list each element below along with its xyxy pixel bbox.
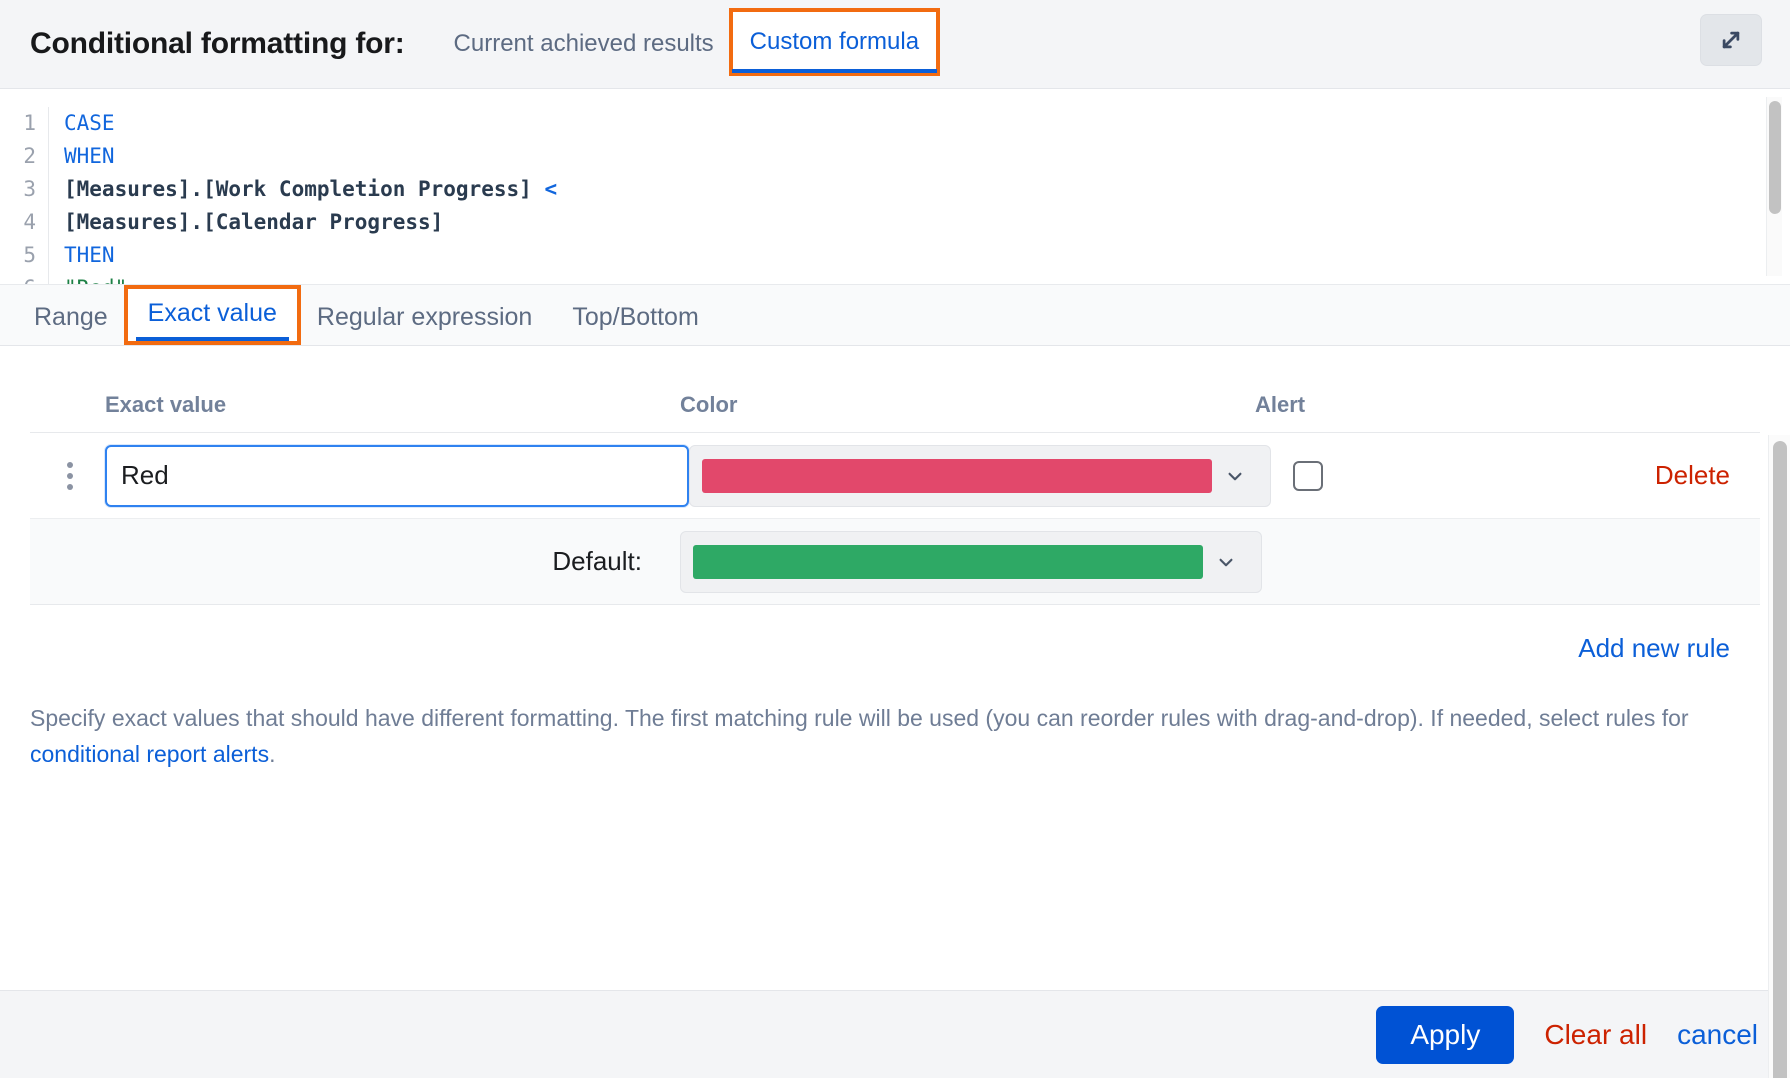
- code-token: <: [544, 177, 558, 201]
- rules-table: Exact value Color Alert: [30, 346, 1760, 664]
- dialog-header: Conditional formatting for: Current achi…: [0, 0, 1790, 89]
- helper-text-part1: Specify exact values that should have di…: [30, 705, 1689, 731]
- add-new-rule-button[interactable]: Add new rule: [1578, 633, 1730, 663]
- formula-editor-surface[interactable]: 1 2 3 4 5 6 CASE WHEN [Measures].[Work Com…: [0, 89, 1790, 284]
- page-scrollbar[interactable]: [1768, 435, 1790, 1078]
- default-color-cell: [680, 530, 1262, 593]
- default-label: Default:: [552, 546, 642, 576]
- dialog-footer: Apply Clear all cancel: [0, 990, 1790, 1078]
- line-number: 5: [23, 243, 36, 267]
- helper-text: Specify exact values that should have di…: [30, 700, 1730, 772]
- add-new-rule-row: Add new rule: [30, 605, 1760, 664]
- tab-exact-value-label: Exact value: [147, 299, 277, 327]
- delete-rule-button[interactable]: Delete: [1654, 460, 1730, 490]
- code-token: [532, 177, 545, 201]
- tab-top-bottom[interactable]: Top/Bottom: [552, 303, 718, 345]
- tab-current-achieved-results-label: Current achieved results: [453, 30, 714, 57]
- cancel-button[interactable]: cancel: [1677, 1018, 1758, 1050]
- tab-range-label: Range: [34, 303, 108, 331]
- tab-regular-expression[interactable]: Regular expression: [297, 303, 552, 345]
- helper-text-part2: .: [269, 741, 276, 767]
- expand-dialog-button[interactable]: [1700, 14, 1762, 66]
- formula-editor[interactable]: 1 2 3 4 5 6 CASE WHEN [Measures].[Work Com…: [0, 89, 1790, 285]
- tab-top-bottom-label: Top/Bottom: [572, 303, 699, 331]
- editor-line-numbers: 1 2 3 4 5 6: [0, 107, 48, 284]
- tab-current-achieved-results[interactable]: Current achieved results: [436, 0, 732, 89]
- line-number: 2: [23, 144, 36, 168]
- subtab-active-underline: [135, 337, 289, 341]
- chevron-down-icon[interactable]: [1212, 463, 1258, 489]
- row-action-cell: Delete: [1441, 460, 1760, 491]
- column-header-exact-value: Exact value: [105, 392, 227, 417]
- expand-diagonal-icon: [1722, 31, 1740, 49]
- code-line: "Red": [64, 272, 1790, 284]
- code-token: [Measures].[Work Completion Progress]: [64, 177, 532, 201]
- exact-value-cell: [105, 444, 689, 507]
- line-number: 4: [23, 210, 36, 234]
- page-scrollbar-thumb[interactable]: [1773, 441, 1787, 1078]
- table-row: Delete: [30, 433, 1760, 519]
- exact-value-input[interactable]: [105, 444, 689, 507]
- chevron-down-icon[interactable]: [1203, 549, 1249, 575]
- drag-dot: [66, 472, 73, 479]
- column-header-color: Color: [680, 392, 738, 417]
- drag-dot: [66, 483, 73, 490]
- code-token: "Red": [64, 276, 127, 284]
- code-line: [Measures].[Calendar Progress]: [64, 206, 1790, 239]
- code-token: [Measures].[Calendar Progress]: [64, 210, 444, 234]
- tab-custom-formula-label: Custom formula: [749, 28, 920, 55]
- code-line: THEN: [64, 239, 1790, 272]
- line-number: 6: [0, 272, 36, 284]
- conditional-report-alerts-link[interactable]: conditional report alerts: [30, 741, 270, 767]
- header-tab-list: Current achieved results Custom formula: [436, 0, 941, 89]
- tab-active-underline: [731, 69, 938, 73]
- default-rule-row: Default:: [30, 519, 1760, 605]
- code-token: THEN: [64, 243, 115, 267]
- drag-dot: [66, 461, 73, 468]
- rules-table-header: Exact value Color Alert: [30, 392, 1760, 433]
- tab-custom-formula[interactable]: Custom formula: [728, 8, 941, 76]
- clear-all-button[interactable]: Clear all: [1544, 1018, 1648, 1050]
- editor-code-text[interactable]: CASE WHEN [Measures].[Work Completion Prog…: [48, 107, 1790, 284]
- drag-handle-icon[interactable]: [30, 461, 105, 490]
- rule-type-tab-list: Range Exact value Regular expression Top…: [0, 285, 1790, 346]
- tab-exact-value[interactable]: Exact value: [123, 285, 301, 345]
- dialog-body: Exact value Color Alert: [0, 346, 1790, 1078]
- rule-color-cell: [689, 444, 1271, 507]
- apply-button[interactable]: Apply: [1376, 1005, 1515, 1064]
- line-number: 1: [23, 111, 36, 135]
- column-header-alert: Alert: [1255, 392, 1306, 417]
- tab-range[interactable]: Range: [30, 303, 128, 345]
- code-token: CASE: [64, 111, 115, 135]
- rule-color-swatch: [702, 458, 1212, 493]
- code-line: CASE: [64, 107, 1790, 140]
- rule-color-select[interactable]: [689, 444, 1271, 507]
- page-title: Conditional formatting for:: [30, 27, 405, 60]
- editor-scrollbar-thumb[interactable]: [1769, 101, 1781, 214]
- tab-regular-expression-label: Regular expression: [316, 303, 533, 331]
- code-token: WHEN: [64, 144, 115, 168]
- alert-checkbox[interactable]: [1293, 460, 1323, 491]
- editor-scrollbar[interactable]: [1766, 97, 1782, 276]
- code-line: [Measures].[Work Completion Progress] <: [64, 173, 1790, 206]
- alert-cell: [1271, 460, 1441, 491]
- code-line: WHEN: [64, 140, 1790, 173]
- line-number: 3: [23, 177, 36, 201]
- default-color-swatch: [693, 544, 1203, 579]
- default-color-select[interactable]: [680, 530, 1262, 593]
